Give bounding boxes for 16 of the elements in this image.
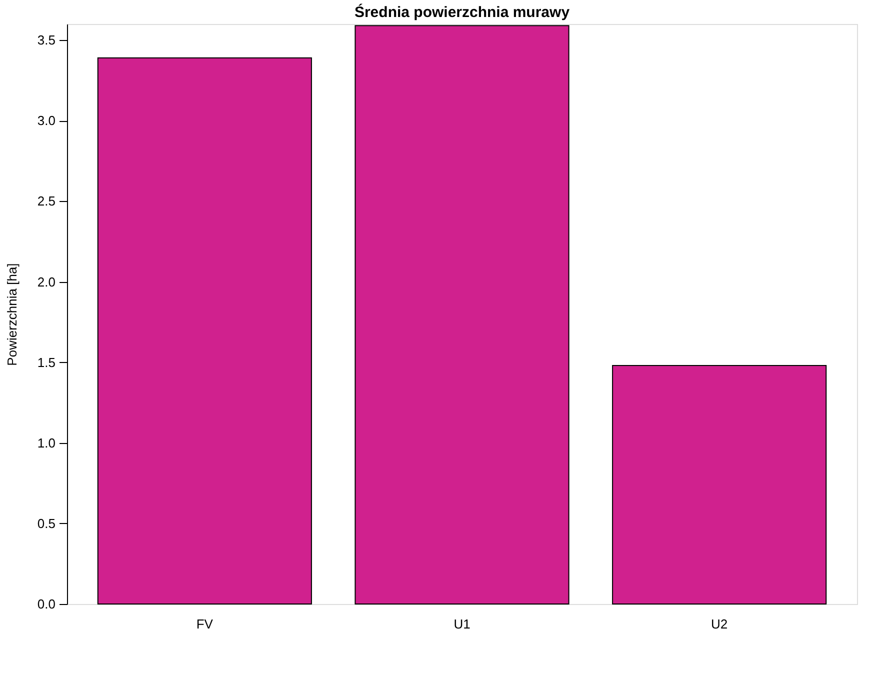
y-tick-label: 3.5 (37, 32, 56, 48)
y-tick-label: 2.0 (37, 274, 56, 290)
bar (612, 365, 827, 604)
x-tick-label: U1 (454, 616, 470, 632)
y-tick-label: 2.5 (37, 194, 56, 209)
chart-title: Średnia powierzchnia murawy (354, 3, 570, 21)
y-axis-title: Powierzchnia [ha] (4, 263, 20, 366)
x-tick-label: FV (196, 616, 214, 632)
y-tick-label: 3.0 (37, 113, 56, 128)
bar (354, 25, 570, 604)
y-tick-label: 1.0 (37, 435, 56, 450)
x-tick-label: U2 (711, 616, 728, 632)
bar (97, 57, 312, 604)
y-tick-label: 1.5 (37, 354, 56, 370)
y-tick-label: 0.5 (37, 516, 56, 531)
y-tick-label: 0.0 (37, 596, 56, 612)
